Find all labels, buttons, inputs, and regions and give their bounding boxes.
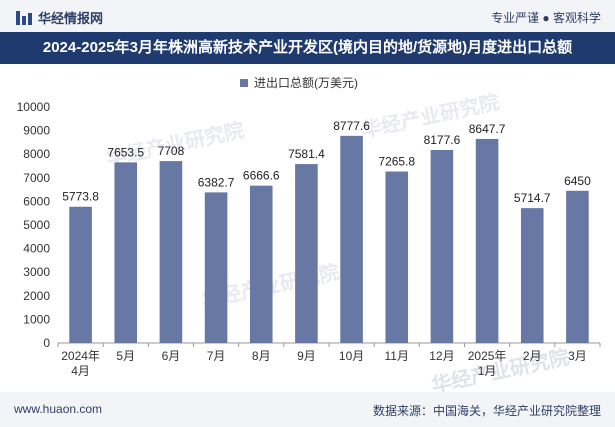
bar-value-label: 7653.5 (107, 145, 144, 159)
x-tick-label: 11月 (385, 349, 409, 363)
brand-logo-icon (16, 10, 32, 25)
legend-label: 进出口总额(万美元) (254, 76, 358, 90)
bar-value-label: 8777.6 (333, 119, 370, 133)
footer-url: www.huaon.com (14, 402, 103, 416)
brand-name: 华经情报网 (38, 11, 104, 26)
footer: www.huaon.com 数据来源：中国海关，华经产业研究院整理 (0, 392, 615, 427)
chart-title: 2024-2025年3月年株洲高新技术产业开发区(境内目的地/货源地)月度进出口… (42, 39, 573, 56)
x-tick-label: 2月 (523, 349, 542, 363)
y-tick-label: 3000 (23, 265, 50, 279)
y-tick-label: 5000 (23, 218, 50, 232)
bar-value-label: 7708 (158, 144, 185, 158)
bar (249, 185, 273, 343)
bar-value-label: 8177.6 (424, 133, 461, 147)
bar (385, 171, 409, 343)
bar (295, 164, 318, 343)
y-tick-label: 0 (43, 336, 50, 350)
bar (114, 162, 138, 343)
x-tick-label: 2024年 4月 (61, 349, 100, 378)
bar-chart: 0 1000 2000 3000 4000 5000 6000 7000 8000 9000 100… (17, 100, 601, 378)
footer-source: 数据来源：中国海关，华经产业研究院整理 (372, 404, 601, 418)
y-tick-label: 8000 (23, 147, 50, 161)
bar (520, 208, 544, 343)
x-tick-label: 5月 (116, 349, 135, 363)
bar-value-label: 6382.7 (198, 175, 235, 189)
bar (566, 190, 589, 343)
bar-value-label: 5773.8 (62, 190, 99, 204)
tagline: 专业严谨 ● 客观科学 (491, 11, 601, 25)
x-tick-label: 6月 (162, 349, 181, 363)
y-tick-label: 7000 (23, 171, 50, 185)
x-tick-label: 3月 (568, 349, 587, 363)
x-tick-label: 9月 (297, 349, 316, 363)
brand: 华经情报网 (16, 8, 103, 27)
bar-value-label: 8647.7 (469, 122, 506, 136)
y-tick-label: 1000 (23, 312, 50, 326)
title-bar: 2024-2025年3月年株洲高新技术产业开发区(境内目的地/货源地)月度进出口… (0, 32, 615, 64)
legend-swatch (240, 78, 248, 87)
legend: 进出口总额(万美元) (240, 74, 358, 91)
x-tick-label: 10月 (339, 349, 364, 363)
bar-value-label: 6450 (564, 174, 591, 188)
bar (475, 138, 499, 343)
y-tick-label: 4000 (23, 242, 50, 256)
bar-value-label: 6666.6 (243, 169, 280, 183)
bar-value-label: 7265.8 (378, 155, 415, 169)
y-tick-label: 6000 (23, 194, 50, 208)
bar (430, 150, 454, 343)
y-tick-label: 9000 (23, 124, 50, 138)
top-bar: 华经情报网 专业严谨 ● 客观科学 (0, 0, 615, 32)
bar-value-label: 5714.7 (514, 191, 551, 205)
x-tick-label: 7月 (207, 349, 226, 363)
y-tick-label: 10000 (17, 100, 51, 114)
bar-value-label: 7581.4 (288, 147, 325, 161)
y-tick-label: 2000 (23, 289, 50, 303)
x-tick-label: 12月 (429, 349, 454, 363)
bar (159, 161, 183, 343)
bar (69, 206, 92, 343)
bar (340, 135, 363, 343)
x-tick-label: 8月 (252, 349, 271, 363)
bar (204, 192, 228, 343)
x-tick-label: 2025年 1月 (468, 349, 507, 378)
